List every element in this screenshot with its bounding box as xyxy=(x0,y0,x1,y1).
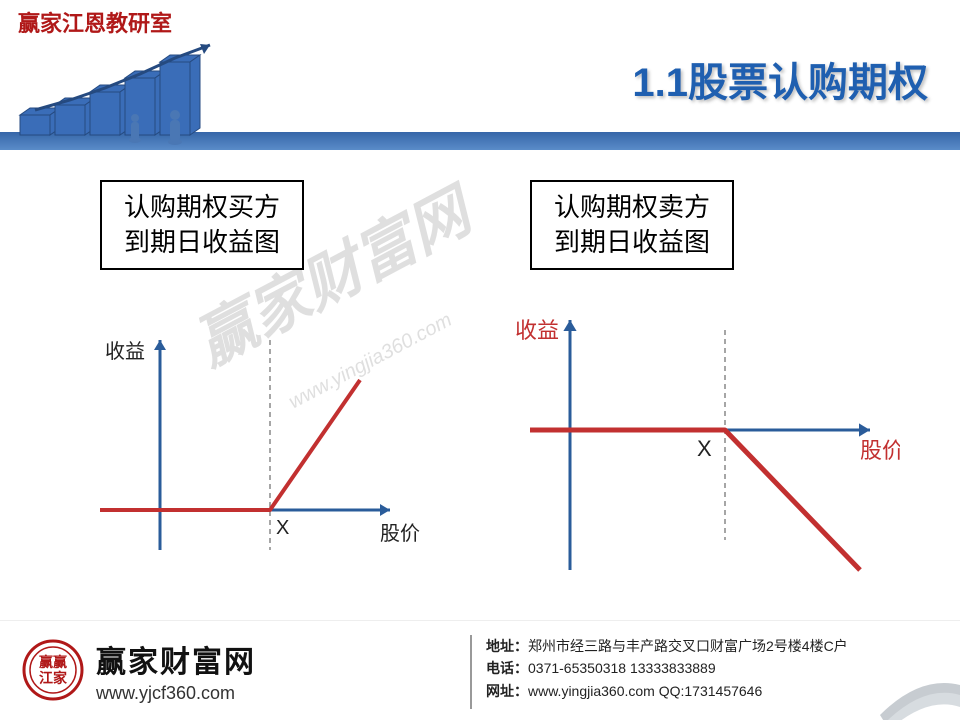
call-seller-payoff-chart: 收益股价 X xyxy=(500,310,900,590)
header: 赢家江恩教研室 1.1股票认购期权 xyxy=(0,0,960,150)
svg-text:收益: 收益 xyxy=(105,340,145,363)
brand-url: www.yjcf360.com xyxy=(96,683,256,704)
page-title: 1.1股票认购期权 xyxy=(632,50,928,108)
right-card-line2: 到期日收益图 xyxy=(554,225,710,260)
brand-seal-icon: 赢赢 江家 xyxy=(22,639,84,701)
footer: 赢赢 江家 赢家财富网 www.yjcf360.com 地址：郑州市经三路与丰产… xyxy=(0,620,960,720)
svg-text:X: X xyxy=(276,517,289,539)
right-chart-title-card: 认购期权卖方 到期日收益图 xyxy=(530,180,734,270)
web-value: www.yingjia360.com QQ:1731457646 xyxy=(528,683,762,699)
svg-text:股价: 股价 xyxy=(860,438,900,463)
brand-title: 赢家财富网 xyxy=(96,637,256,681)
call-buyer-payoff-chart: 收益股价 X xyxy=(70,320,420,580)
brand-block: 赢家财富网 www.yjcf360.com xyxy=(96,637,256,704)
swoosh-graphic xyxy=(880,665,960,720)
addr-label: 地址： xyxy=(486,638,528,654)
web-label: 网址： xyxy=(486,683,528,699)
tel-label: 电话： xyxy=(486,660,528,676)
header-label: 赢家江恩教研室 xyxy=(18,6,172,38)
contact-info: 地址：郑州市经三路与丰产路交叉口财富广场2号楼4楼C户 电话：0371-6535… xyxy=(486,635,848,702)
footer-divider xyxy=(470,635,472,709)
left-card-line1: 认购期权买方 xyxy=(124,190,280,225)
svg-text:江家: 江家 xyxy=(39,670,68,686)
left-chart-title-card: 认购期权买方 到期日收益图 xyxy=(100,180,304,270)
svg-text:X: X xyxy=(697,436,712,461)
header-bar-graphic xyxy=(10,40,240,150)
tel-value: 0371-65350318 13333833889 xyxy=(528,660,716,676)
right-card-line1: 认购期权卖方 xyxy=(554,190,710,225)
svg-text:股价: 股价 xyxy=(380,523,420,545)
left-card-line2: 到期日收益图 xyxy=(124,225,280,260)
addr-value: 郑州市经三路与丰产路交叉口财富广场2号楼4楼C户 xyxy=(528,638,848,654)
svg-text:收益: 收益 xyxy=(515,318,559,343)
content-area: 赢家财富网 www.yingjia360.com 认购期权买方 到期日收益图 认… xyxy=(0,150,960,620)
svg-text:赢赢: 赢赢 xyxy=(39,654,67,670)
